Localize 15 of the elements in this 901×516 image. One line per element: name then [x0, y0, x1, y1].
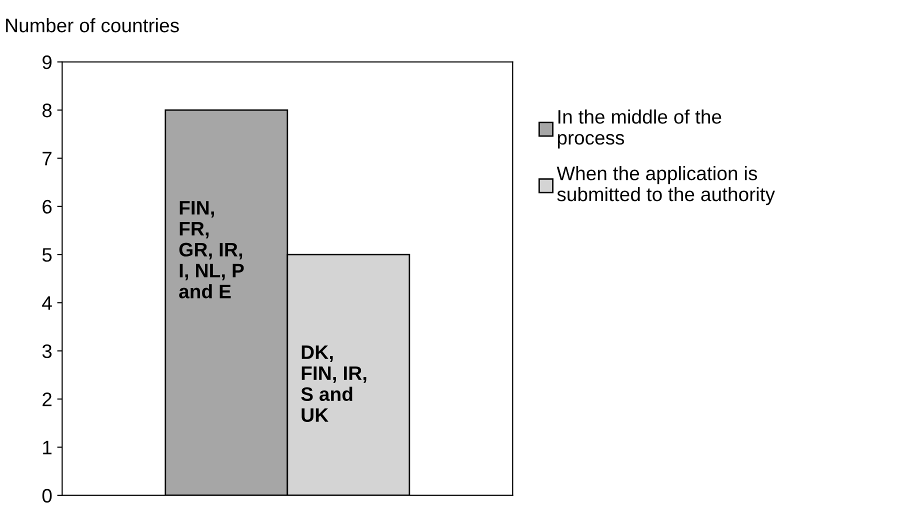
y-tick-label: 5	[42, 248, 52, 262]
y-tick-label: 3	[42, 344, 52, 358]
annotation: FIN, FR, GR, IR, I, NL, P and E	[179, 201, 244, 298]
y-tick-label: 9	[42, 55, 52, 70]
annotation: DK, FIN, IR, S and UK	[301, 346, 366, 422]
y-tick-label: 6	[42, 200, 52, 214]
y-axis-title: Number of countries	[6, 18, 179, 32]
y-tick-label: 0	[42, 488, 52, 503]
y-tick-label: 4	[42, 296, 52, 310]
y-tick-label: 8	[42, 104, 52, 118]
y-tick-label: 1	[43, 440, 52, 454]
y-tick-label: 7	[42, 152, 52, 166]
legend-label: In the middle of the process	[558, 109, 722, 149]
legend-label: When the application is submitted to the authority	[556, 166, 775, 206]
y-tick-label: 2	[42, 392, 52, 406]
